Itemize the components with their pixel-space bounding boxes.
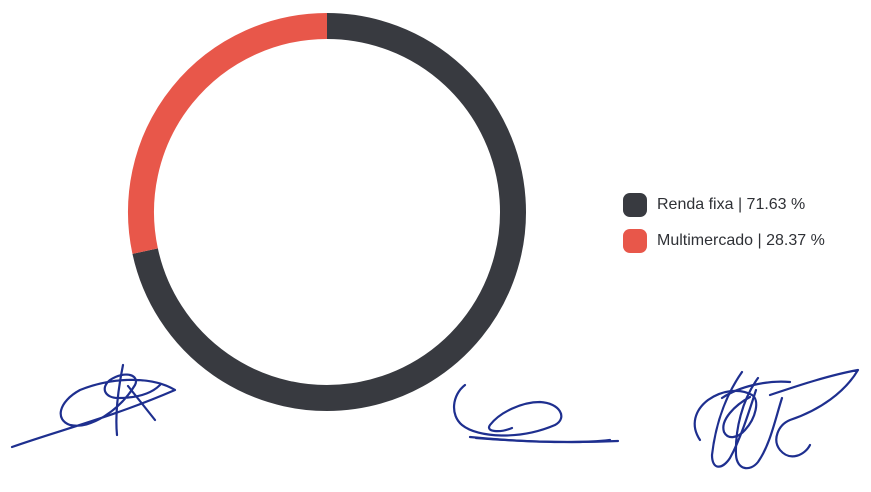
signature-1 (10, 363, 177, 449)
chart-legend: Renda fixa | 71.63 % Multimercado | 28.3… (623, 192, 825, 264)
legend-item-renda-fixa[interactable]: Renda fixa | 71.63 % (623, 192, 825, 218)
legend-label-multimercado: Multimercado | 28.37 % (657, 232, 825, 249)
signature-2 (453, 383, 620, 444)
donut-slice-renda-fixa[interactable] (132, 13, 526, 411)
legend-label-renda-fixa: Renda fixa | 71.63 % (657, 196, 806, 213)
donut-slice-multimercado[interactable] (128, 13, 328, 254)
legend-swatch-renda-fixa (623, 193, 647, 217)
legend-item-multimercado[interactable]: Multimercado | 28.37 % (623, 228, 825, 254)
legend-swatch-multimercado (623, 229, 647, 253)
signature-3 (693, 368, 860, 470)
